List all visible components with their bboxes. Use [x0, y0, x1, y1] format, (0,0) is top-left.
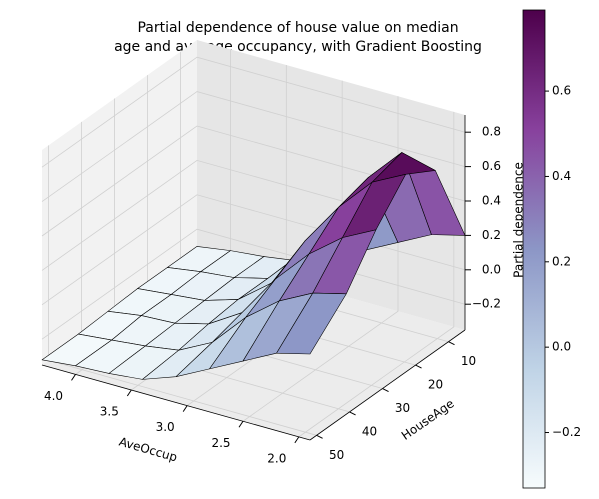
chart-title: Partial dependence of house value on med…: [137, 20, 458, 36]
x-tick-label: 2.5: [211, 436, 230, 450]
axis-line: [309, 329, 466, 441]
y-tick: [382, 388, 389, 392]
z-tick-label: 0.4: [482, 194, 501, 208]
z-tick-label: 0.2: [482, 228, 501, 242]
x-tick: [294, 436, 300, 444]
y-tick: [349, 411, 356, 416]
x-tick-label: 4.0: [44, 389, 63, 403]
x-axis-label: AveOccup: [117, 435, 178, 465]
x-tick-label: 3.0: [156, 420, 175, 434]
z-axis-label: Partial dependence: [512, 162, 526, 278]
y-tick-label: 10: [461, 354, 476, 368]
y-tick: [448, 341, 455, 346]
axis-line: [41, 364, 311, 441]
colorbar-tick-label: 0.0: [552, 340, 571, 354]
grid-line: [41, 91, 466, 202]
y-tick-label: 20: [428, 378, 443, 392]
z-tick-label: 0.0: [482, 262, 501, 276]
y-tick: [415, 364, 422, 369]
colorbar-tick-label: 0.2: [552, 254, 571, 268]
y-tick: [316, 434, 323, 439]
z-tick-label: −0.2: [472, 297, 501, 311]
z-tick-label: 0.6: [482, 159, 501, 173]
y-tick-label: 30: [395, 401, 410, 415]
grid-line: [298, 111, 455, 438]
x-tick: [71, 374, 76, 381]
colorbar-tick-label: 0.4: [552, 169, 571, 183]
colorbar-tick-label: 0.6: [552, 84, 571, 98]
z-tick-label: 0.8: [482, 125, 501, 139]
chart-title: age and average occupancy, with Gradient…: [114, 39, 482, 55]
colorbar: [522, 9, 546, 489]
x-tick: [182, 405, 188, 412]
grid-line: [41, 56, 466, 168]
left-pane: [42, 40, 197, 365]
x-tick-label: 3.5: [100, 405, 119, 419]
x-tick: [238, 420, 244, 428]
y-tick-label: 40: [362, 424, 377, 438]
grid-line: [41, 228, 466, 340]
surface-patch: [276, 292, 347, 355]
x-tick: [126, 389, 132, 397]
x-tick-label: 2.0: [267, 451, 286, 465]
colorbar-tick-label: −0.2: [552, 425, 581, 439]
y-tick-label: 50: [329, 448, 344, 462]
